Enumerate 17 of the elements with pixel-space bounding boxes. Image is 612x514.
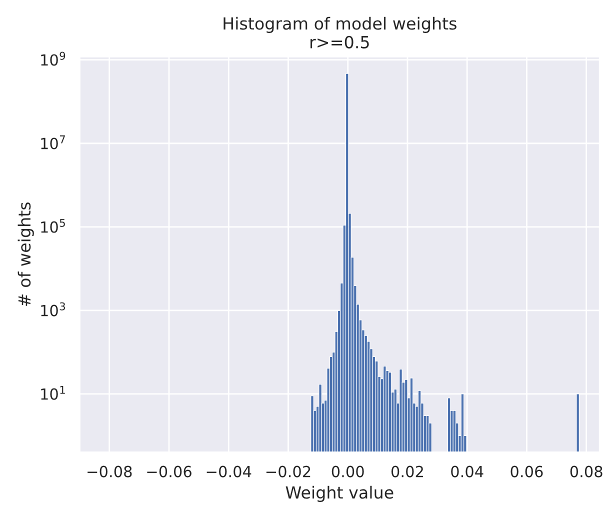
- x-tick-label: 0.02: [391, 466, 423, 478]
- x-tick-label: 0.00: [332, 466, 364, 478]
- y-tick-label: 10$^{1}$: [41, 386, 65, 400]
- chart-title: Histogram of model weights r>=0.5: [224, 16, 456, 48]
- x-tick-label: −0.04: [206, 466, 252, 478]
- y-tick-label: 10$^{3}$: [41, 302, 66, 316]
- x-tick-label: 0.04: [451, 466, 484, 478]
- y-tick-label: 10$^{7}$: [41, 135, 65, 150]
- x-tick-label: 0.06: [510, 466, 543, 478]
- x-tick-label: −0.02: [266, 466, 310, 478]
- y-tick-label: 10$^{5}$: [41, 218, 65, 233]
- y-axis-title: # of weights: [18, 202, 34, 306]
- x-tick-label: −0.08: [88, 466, 132, 478]
- y-tick-label: 10$^{9}$: [41, 52, 66, 66]
- x-tick-label: 0.08: [570, 466, 602, 478]
- x-tick-label: −0.06: [147, 466, 192, 478]
- x-axis-title: Weight value: [286, 486, 394, 502]
